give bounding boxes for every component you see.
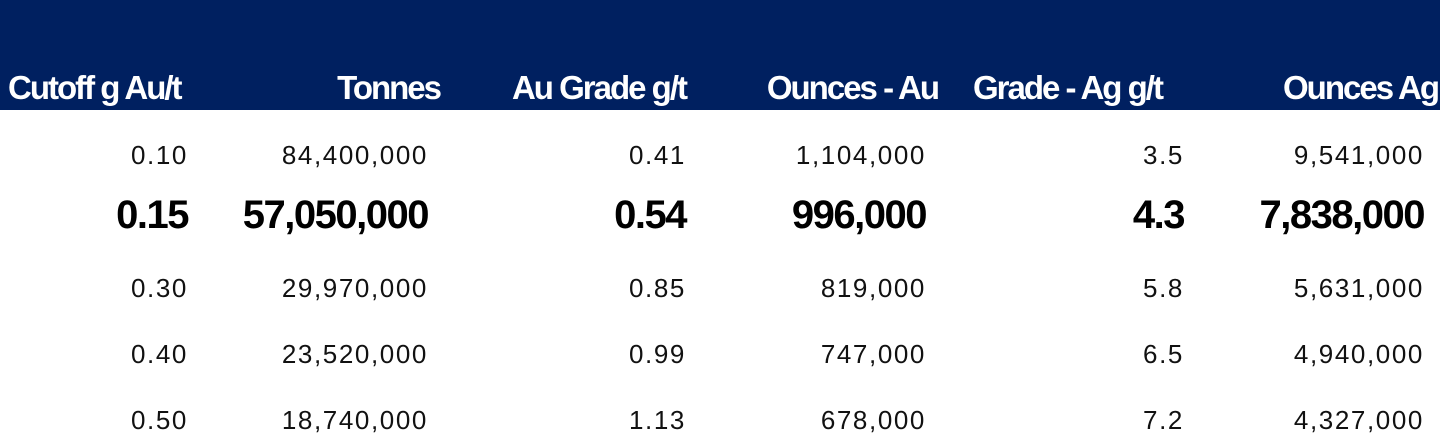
table-cell: 23,520,000 — [281, 339, 428, 369]
table-cell: 5,631,000 — [1293, 273, 1424, 303]
table-cell: 678,000 — [820, 405, 926, 435]
table-cell: 0.41 — [628, 140, 686, 170]
table-cell: 0.85 — [628, 273, 686, 303]
column-header: Cutoff g Au/t — [8, 69, 183, 106]
page: (() => { const data = JSON.parse(documen… — [0, 0, 1440, 436]
table-cell: 84,400,000 — [281, 140, 428, 170]
header-band — [0, 0, 1440, 110]
table-cell: 0.99 — [628, 339, 686, 369]
column-header: Tonnes — [337, 69, 442, 106]
table-cell: 819,000 — [820, 273, 926, 303]
table-cell: 5.8 — [1143, 273, 1184, 303]
table-cell: 4,327,000 — [1293, 405, 1424, 435]
table-cell: 7,838,000 — [1259, 193, 1426, 237]
table-cell: 0.10 — [130, 140, 188, 170]
table-cell: 57,050,000 — [242, 193, 430, 237]
table-cell: 6.5 — [1143, 339, 1184, 369]
table-cell: 4,940,000 — [1293, 339, 1424, 369]
table-cell: 7.2 — [1143, 405, 1184, 435]
table-cell: 0.15 — [116, 193, 189, 237]
table-cell: 0.30 — [130, 273, 188, 303]
table-cell: 0.54 — [614, 193, 687, 237]
column-header: Ounces Ag — [1283, 69, 1440, 106]
table-cell: 0.50 — [130, 405, 188, 435]
table-cell: 1.13 — [628, 405, 686, 435]
table-cell: 18,740,000 — [281, 405, 428, 435]
column-header: Ounces - Au — [766, 69, 940, 106]
column-header: Grade - Ag g/t — [973, 69, 1164, 106]
table-cell: 0.40 — [130, 339, 188, 369]
table-cell: 996,000 — [791, 193, 928, 237]
table-cell: 9,541,000 — [1293, 140, 1424, 170]
table-cell: 4.3 — [1132, 193, 1186, 237]
table-cell: 29,970,000 — [281, 273, 428, 303]
table-cell: 3.5 — [1143, 140, 1184, 170]
column-header: Au Grade g/t — [511, 69, 688, 106]
table-cell: 1,104,000 — [795, 140, 926, 170]
table-cell: 747,000 — [820, 339, 926, 369]
